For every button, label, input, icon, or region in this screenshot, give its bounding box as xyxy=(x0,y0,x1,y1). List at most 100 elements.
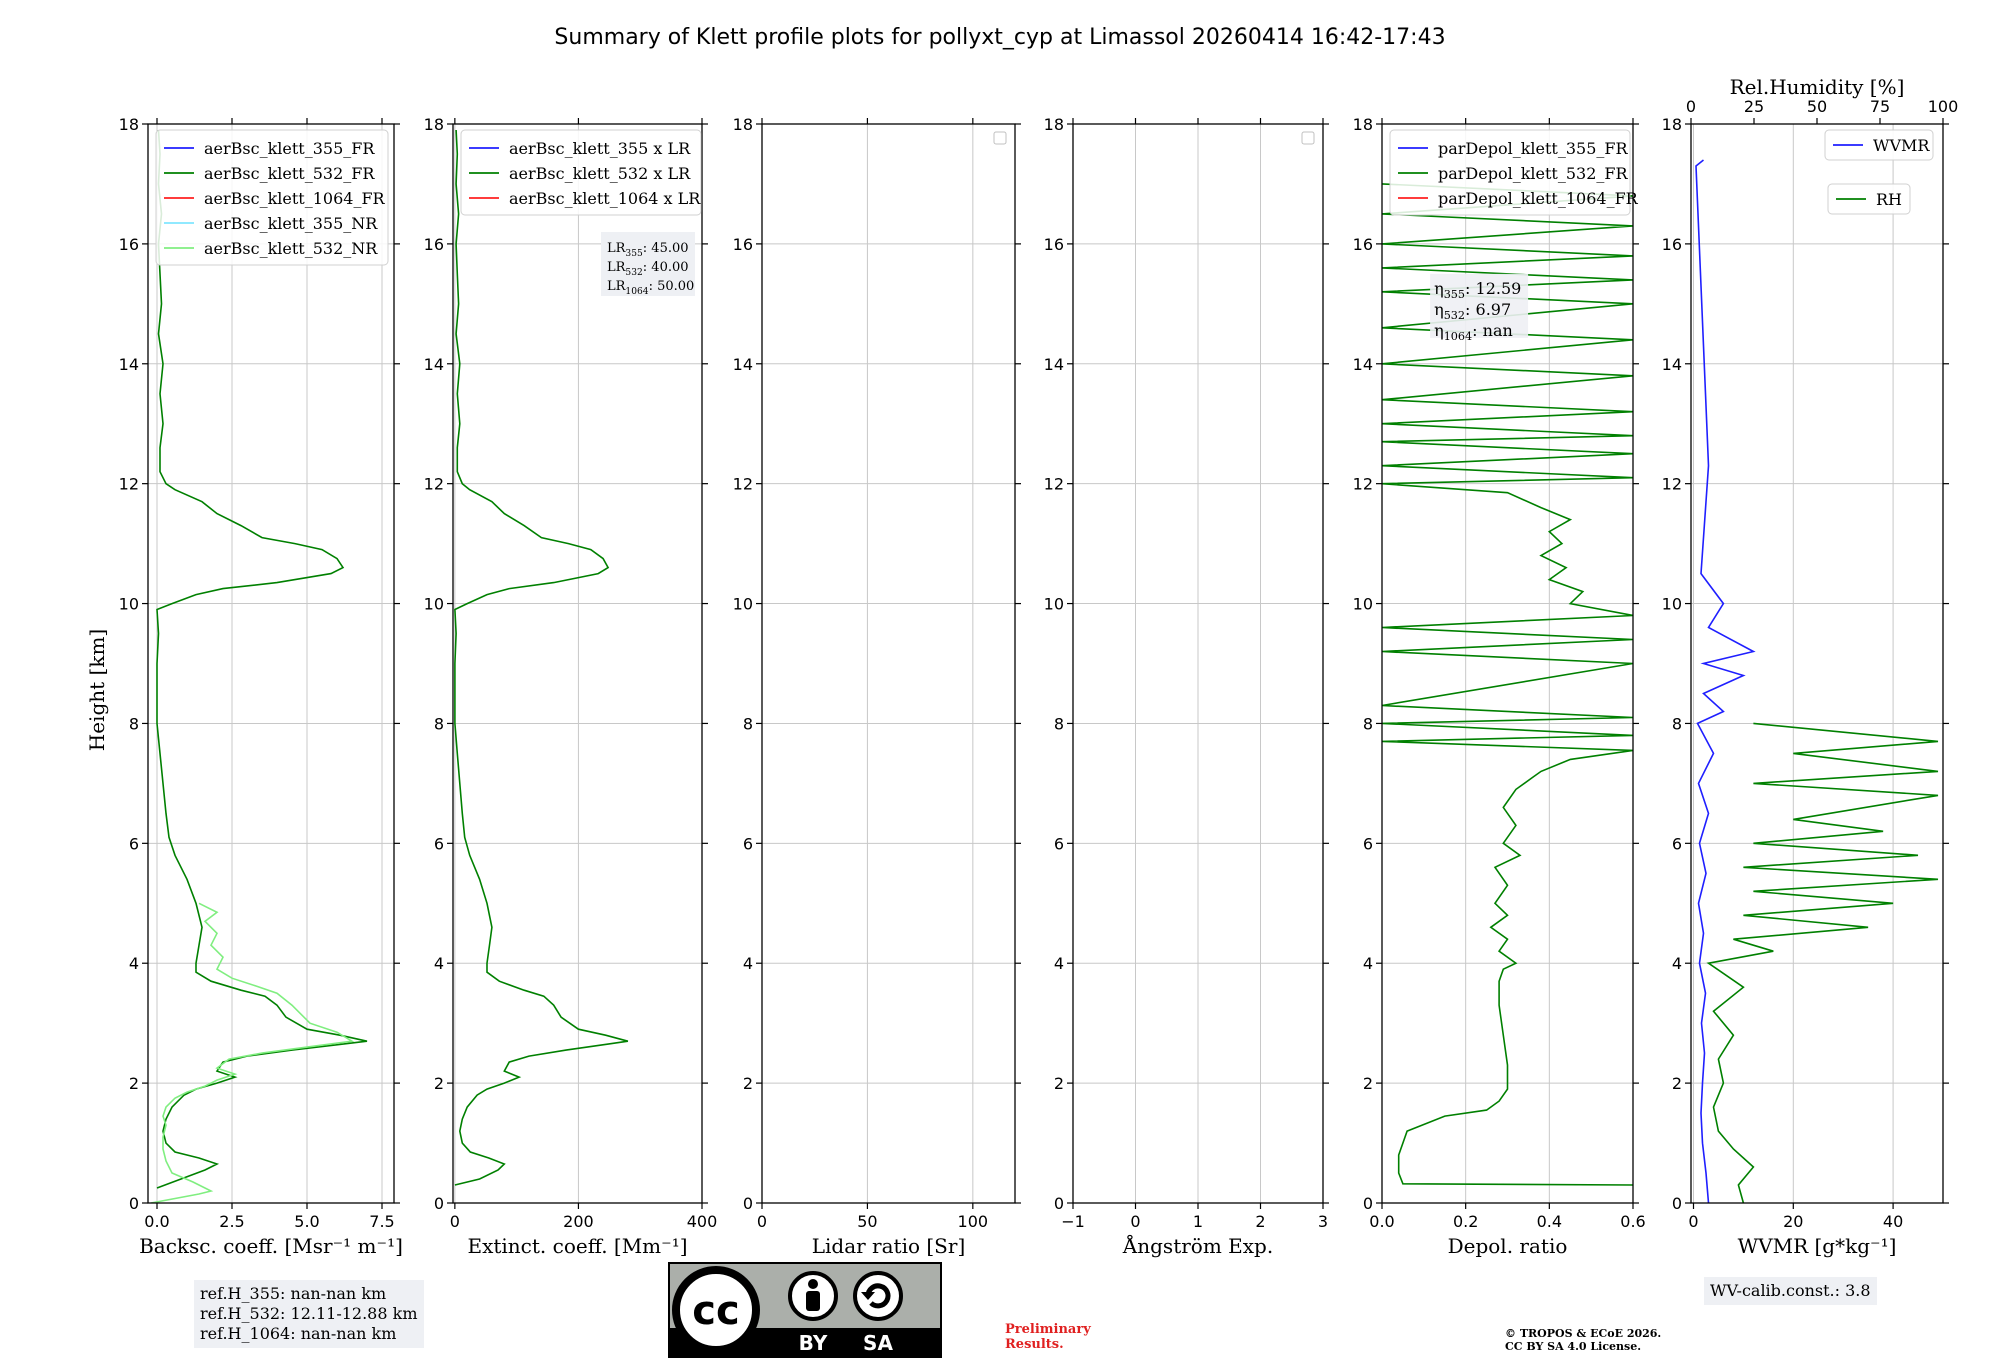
y-tick-label: 8 xyxy=(1672,714,1682,733)
refbox-line-1064: ref.H_1064: nan-nan km xyxy=(200,1324,397,1343)
cc-logo-text: cc xyxy=(692,1288,739,1334)
y-tick-label: 16 xyxy=(1662,235,1682,254)
legend-entry: aerBsc_klett_532_FR xyxy=(204,164,375,183)
copyright-notice: © TROPOS & ECoE 2026. CC BY SA 4.0 Licen… xyxy=(1505,1327,1661,1353)
y-tick-label: 4 xyxy=(743,954,753,973)
y-tick-label: 10 xyxy=(1662,595,1682,614)
y-tick-label: 12 xyxy=(1662,475,1682,494)
x-tick-label: 20 xyxy=(1783,1212,1803,1231)
y-tick-label: 0 xyxy=(1054,1194,1064,1213)
eta-label-355: η355: 12.59 xyxy=(1434,279,1521,301)
sa-label: SA xyxy=(863,1331,893,1355)
y-tick-label: 2 xyxy=(129,1074,139,1093)
x-tick-label: 40 xyxy=(1883,1212,1903,1231)
wv-calib-text: WV-calib.const.: 3.8 xyxy=(1710,1281,1871,1300)
y-tick-label: 0 xyxy=(1672,1194,1682,1213)
x-tick-label: 100 xyxy=(958,1212,989,1231)
x-tick-label: 50 xyxy=(857,1212,877,1231)
copyright-line-1: © TROPOS & ECoE 2026. xyxy=(1505,1327,1662,1340)
y-tick-label: 16 xyxy=(424,235,444,254)
x-tick-label: 200 xyxy=(563,1212,594,1231)
eta-label-1064: η1064: nan xyxy=(1434,321,1513,343)
y-tick-label: 12 xyxy=(424,475,444,494)
y-tick-label: 4 xyxy=(1054,954,1064,973)
x-axis-label: Depol. ratio xyxy=(1448,1234,1568,1258)
x-tick-label: −1 xyxy=(1061,1212,1085,1231)
y-axis-label: Height [km] xyxy=(85,629,109,751)
legend-entry: aerBsc_klett_1064_FR xyxy=(204,189,386,208)
legend-entry: aerBsc_klett_355_NR xyxy=(204,214,378,233)
cc-license-badge: cc BY SA xyxy=(668,1262,942,1358)
x-tick-label: 0.0 xyxy=(144,1212,169,1231)
y-tick-label: 18 xyxy=(119,115,139,134)
y-tick-label: 0 xyxy=(743,1194,753,1213)
reference-height-box: ref.H_355: nan-nan km ref.H_532: 12.11-1… xyxy=(194,1280,424,1348)
legend-entry: aerBsc_klett_532_NR xyxy=(204,239,378,258)
preliminary-notice: Preliminary Results. xyxy=(1005,1322,1091,1352)
top-x-tick-label: 75 xyxy=(1870,97,1890,116)
y-tick-label: 6 xyxy=(1054,834,1064,853)
series-line-aerBsc_klett_532_NR xyxy=(150,902,355,1203)
y-tick-label: 8 xyxy=(743,714,753,733)
legend-entry: RH xyxy=(1876,190,1902,209)
series-line-aerBsc_klett_532 x LR xyxy=(454,129,629,1186)
x-tick-label: 0 xyxy=(757,1212,767,1231)
x-tick-label: 0 xyxy=(1130,1212,1140,1231)
y-tick-label: 18 xyxy=(1044,115,1064,134)
y-tick-label: 16 xyxy=(1353,235,1373,254)
top-x-tick-label: 25 xyxy=(1744,97,1764,116)
empty-legend xyxy=(993,131,1007,145)
y-tick-label: 0 xyxy=(434,1194,444,1213)
lr-label-355: LR355: 45.00 xyxy=(607,241,689,259)
legend-entry: parDepol_klett_355_FR xyxy=(1438,139,1629,158)
figure-title: Summary of Klett profile plots for polly… xyxy=(554,25,1445,50)
y-tick-label: 8 xyxy=(129,714,139,733)
y-tick-label: 12 xyxy=(733,475,753,494)
y-tick-label: 0 xyxy=(129,1194,139,1213)
by-label: BY xyxy=(799,1331,828,1355)
x-tick-label: 0 xyxy=(450,1212,460,1231)
y-tick-label: 4 xyxy=(1363,954,1373,973)
y-tick-label: 6 xyxy=(743,834,753,853)
y-tick-label: 10 xyxy=(119,595,139,614)
x-tick-label: 0.4 xyxy=(1537,1212,1562,1231)
y-tick-label: 2 xyxy=(434,1074,444,1093)
refbox-line-355: ref.H_355: nan-nan km xyxy=(200,1284,387,1303)
top-x-tick-label: 0 xyxy=(1686,97,1696,116)
y-tick-label: 10 xyxy=(733,595,753,614)
y-tick-label: 4 xyxy=(1672,954,1682,973)
refbox-line-532: ref.H_532: 12.11-12.88 km xyxy=(200,1304,418,1323)
legend-box xyxy=(155,129,389,266)
y-tick-label: 14 xyxy=(733,355,753,374)
prelim-line-2: Results. xyxy=(1005,1337,1064,1352)
y-tick-label: 2 xyxy=(743,1074,753,1093)
lr-label-1064: LR1064: 50.00 xyxy=(607,279,694,297)
panel-lidar_ratio: 0 2 4 6 8 10 12 14 16 18 0 50 100 Lidar ratio [Sr] xyxy=(733,115,1021,1258)
y-tick-label: 10 xyxy=(1044,595,1064,614)
y-tick-label: 14 xyxy=(1353,355,1373,374)
series-line-WVMR xyxy=(1695,159,1756,1203)
x-tick-label: 0.2 xyxy=(1453,1212,1478,1231)
y-tick-label: 14 xyxy=(119,355,139,374)
top-axis-label: Rel.Humidity [%] xyxy=(1730,75,1905,99)
y-tick-label: 6 xyxy=(434,834,444,853)
empty-legend xyxy=(1301,131,1315,145)
y-tick-label: 4 xyxy=(434,954,444,973)
legend-entry: parDepol_klett_532_FR xyxy=(1438,164,1629,183)
wv-calib-box: WV-calib.const.: 3.8 xyxy=(1704,1277,1877,1305)
eta-annotation-box xyxy=(1430,273,1529,338)
cc-logo-icon xyxy=(672,1266,760,1354)
panel-depol: 0 2 4 6 8 10 12 14 16 18 0.0 0.2 0.4 0.6 Depol. ratio p… xyxy=(1353,115,1646,1258)
x-axis-label: Extinct. coeff. [Mm⁻¹] xyxy=(467,1234,687,1258)
legend-entry: aerBsc_klett_355_FR xyxy=(204,139,375,158)
x-tick-label: 400 xyxy=(687,1212,718,1231)
x-tick-label: 3 xyxy=(1318,1212,1328,1231)
legend-box xyxy=(460,129,702,216)
series-line-aerBsc_klett_532_FR xyxy=(156,129,368,1189)
x-axis-label: Ångström Exp. xyxy=(1122,1233,1273,1258)
